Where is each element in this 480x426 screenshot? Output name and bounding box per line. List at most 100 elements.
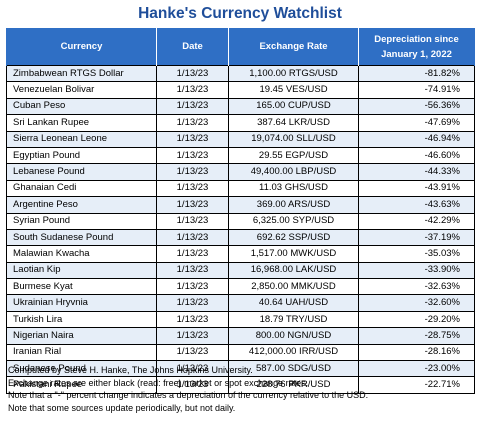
page-title: Hanke's Currency Watchlist	[138, 5, 342, 22]
cell-depreciation: -37.19%	[358, 228, 475, 247]
cell-date: 1/13/23	[156, 245, 229, 263]
cell-date: 1/13/23	[156, 114, 229, 132]
cell-currency: Egyptian Pound	[6, 146, 157, 165]
cell-depreciation: -47.69%	[358, 114, 475, 132]
cell-depreciation: -29.20%	[358, 310, 475, 329]
table-row: Iranian Rial 1/13/23 412,000.00 IRR/USD -28…	[6, 343, 475, 362]
cell-depreciation: -43.91%	[358, 179, 475, 198]
cell-currency: Iranian Rial	[6, 343, 157, 362]
cell-currency: Zimbabwean RTGS Dollar	[6, 64, 157, 83]
cell-currency: Malawian Kwacha	[6, 245, 157, 263]
currency-table: Currency Date Exchange Rate Depreciation…	[6, 28, 475, 394]
cell-currency: Venezuelan Bolivar	[6, 81, 157, 99]
cell-date: 1/13/23	[156, 310, 229, 329]
cell-date: 1/13/23	[156, 163, 229, 181]
cell-currency: Burmese Kyat	[6, 278, 157, 296]
header-depreciation-line1: Depreciation since	[374, 33, 459, 45]
table-row: Burmese Kyat 1/13/23 2,850.00 MMK/USD -32.6…	[6, 278, 475, 296]
cell-exchange-rate: 19.45 VES/USD	[228, 81, 359, 99]
header-currency: Currency	[6, 28, 157, 66]
cell-depreciation: -81.82%	[358, 64, 475, 83]
cell-date: 1/13/23	[156, 343, 229, 362]
cell-currency: Sudanese Pound	[6, 360, 157, 378]
cell-exchange-rate: 6,325.00 SYP/USD	[228, 212, 359, 230]
table-row: Nigerian Naira 1/13/23 800.00 NGN/USD -28.7…	[6, 327, 475, 345]
cell-exchange-rate: 1,517.00 MWK/USD	[228, 245, 359, 263]
cell-currency: Sierra Leonean Leone	[6, 130, 157, 148]
cell-date: 1/13/23	[156, 179, 229, 198]
cell-depreciation: -28.16%	[358, 343, 475, 362]
cell-exchange-rate: 18.79 TRY/USD	[228, 310, 359, 329]
footnote-line: Computed by Steve H. Hanke, The Johns Ho…	[8, 365, 253, 375]
cell-currency: Ukrainian Hryvnia	[6, 294, 157, 312]
cell-currency: Nigerian Naira	[6, 327, 157, 345]
cell-exchange-rate: 165.00 CUP/USD	[228, 97, 359, 116]
header-depreciation-line2: January 1, 2022	[381, 48, 452, 60]
table-row: Venezuelan Bolivar 1/13/23 19.45 VES/USD -7…	[6, 81, 475, 99]
cell-depreciation: -42.29%	[358, 212, 475, 230]
cell-exchange-rate: 49,400.00 LBP/USD	[228, 163, 359, 181]
header-exchange-rate: Exchange Rate	[228, 28, 359, 66]
cell-depreciation: -22.71%	[358, 376, 475, 394]
table-row: Turkish Lira 1/13/23 18.79 TRY/USD -29.20%	[6, 310, 475, 329]
cell-exchange-rate: 29.55 EGP/USD	[228, 146, 359, 165]
cell-exchange-rate: 412,000.00 IRR/USD	[228, 343, 359, 362]
cell-exchange-rate: 16,968.00 LAK/USD	[228, 261, 359, 280]
cell-date: 1/13/23	[156, 327, 229, 345]
table-row: Lebanese Pound 1/13/23 49,400.00 LBP/USD -4…	[6, 163, 475, 181]
table-body: Zimbabwean RTGS Dollar 1/13/23 1,100.00 RT…	[6, 64, 475, 394]
cell-depreciation: -28.75%	[358, 327, 475, 345]
footnote-line: Exchange rates are either black (read: f…	[8, 377, 309, 388]
table-row: Laotian Kip 1/13/23 16,968.00 LAK/USD -33.9…	[6, 261, 475, 280]
table-header-row: Currency Date Exchange Rate Depreciation…	[6, 28, 475, 66]
table-row: Egyptian Pound 1/13/23 29.55 EGP/USD -46.60…	[6, 146, 475, 165]
cell-date: 1/13/23	[156, 130, 229, 148]
cell-date: 1/13/23	[156, 81, 229, 99]
cell-date: 1/13/23	[156, 261, 229, 280]
cell-date: 1/13/23	[156, 146, 229, 165]
cell-currency: Turkish Lira	[6, 310, 157, 329]
table-row: Sri Lankan Rupee 1/13/23 387.64 LKR/USD -47…	[6, 114, 475, 132]
cell-date: 1/13/23	[156, 376, 229, 394]
cell-currency: Ghanaian Cedi	[6, 179, 157, 198]
footnote-line: Note that a "-" percent change indicates…	[8, 390, 369, 400]
table-row: Ukrainian Hryvnia 1/13/23 40.64 UAH/USD -32…	[6, 294, 475, 312]
cell-exchange-rate: 1,100.00 RTGS/USD	[228, 64, 359, 83]
cell-date: 1/13/23	[156, 294, 229, 312]
cell-depreciation: -35.03%	[358, 245, 475, 263]
cell-date: 1/13/23	[156, 212, 229, 230]
cell-currency: Sri Lankan Rupee	[6, 114, 157, 132]
cell-date: 1/13/23	[156, 196, 229, 214]
table-row: Ghanaian Cedi 1/13/23 11.03 GHS/USD -43.91%	[6, 179, 475, 198]
cell-currency: South Sudanese Pound	[6, 228, 157, 247]
header-date: Date	[156, 28, 229, 66]
cell-depreciation: -46.60%	[358, 146, 475, 165]
cell-depreciation: -33.90%	[358, 261, 475, 280]
cell-currency: Argentine Peso	[6, 196, 157, 214]
cell-exchange-rate: 19,074.00 SLL/USD	[228, 130, 359, 148]
table-row: Zimbabwean RTGS Dollar 1/13/23 1,100.00 RT…	[6, 64, 475, 83]
cell-depreciation: -32.60%	[358, 294, 475, 312]
cell-currency: Pakistani Rupee	[6, 376, 157, 394]
table-row: Cuban Peso 1/13/23 165.00 CUP/USD -56.36%	[6, 97, 475, 116]
cell-date: 1/13/23	[156, 360, 229, 378]
cell-exchange-rate: 228.76 PKR/USD	[228, 376, 359, 394]
cell-depreciation: -32.63%	[358, 278, 475, 296]
header-depreciation: Depreciation since January 1, 2022	[358, 28, 475, 66]
table-row: Pakistani Rupee 1/13/23 228.76 PKR/USD -22.…	[6, 376, 475, 394]
cell-exchange-rate: 40.64 UAH/USD	[228, 294, 359, 312]
cell-date: 1/13/23	[156, 278, 229, 296]
cell-depreciation: -46.94%	[358, 130, 475, 148]
cell-date: 1/13/23	[156, 64, 229, 83]
cell-exchange-rate: 692.62 SSP/USD	[228, 228, 359, 247]
cell-exchange-rate: 11.03 GHS/USD	[228, 179, 359, 198]
cell-date: 1/13/23	[156, 228, 229, 247]
cell-exchange-rate: 387.64 LKR/USD	[228, 114, 359, 132]
cell-currency: Cuban Peso	[6, 97, 157, 116]
cell-exchange-rate: 800.00 NGN/USD	[228, 327, 359, 345]
cell-currency: Lebanese Pound	[6, 163, 157, 181]
cell-exchange-rate: 369.00 ARS/USD	[228, 196, 359, 214]
cell-depreciation: -74.91%	[358, 81, 475, 99]
table-row: Sierra Leonean Leone 1/13/23 19,074.00 SLL…	[6, 130, 475, 148]
